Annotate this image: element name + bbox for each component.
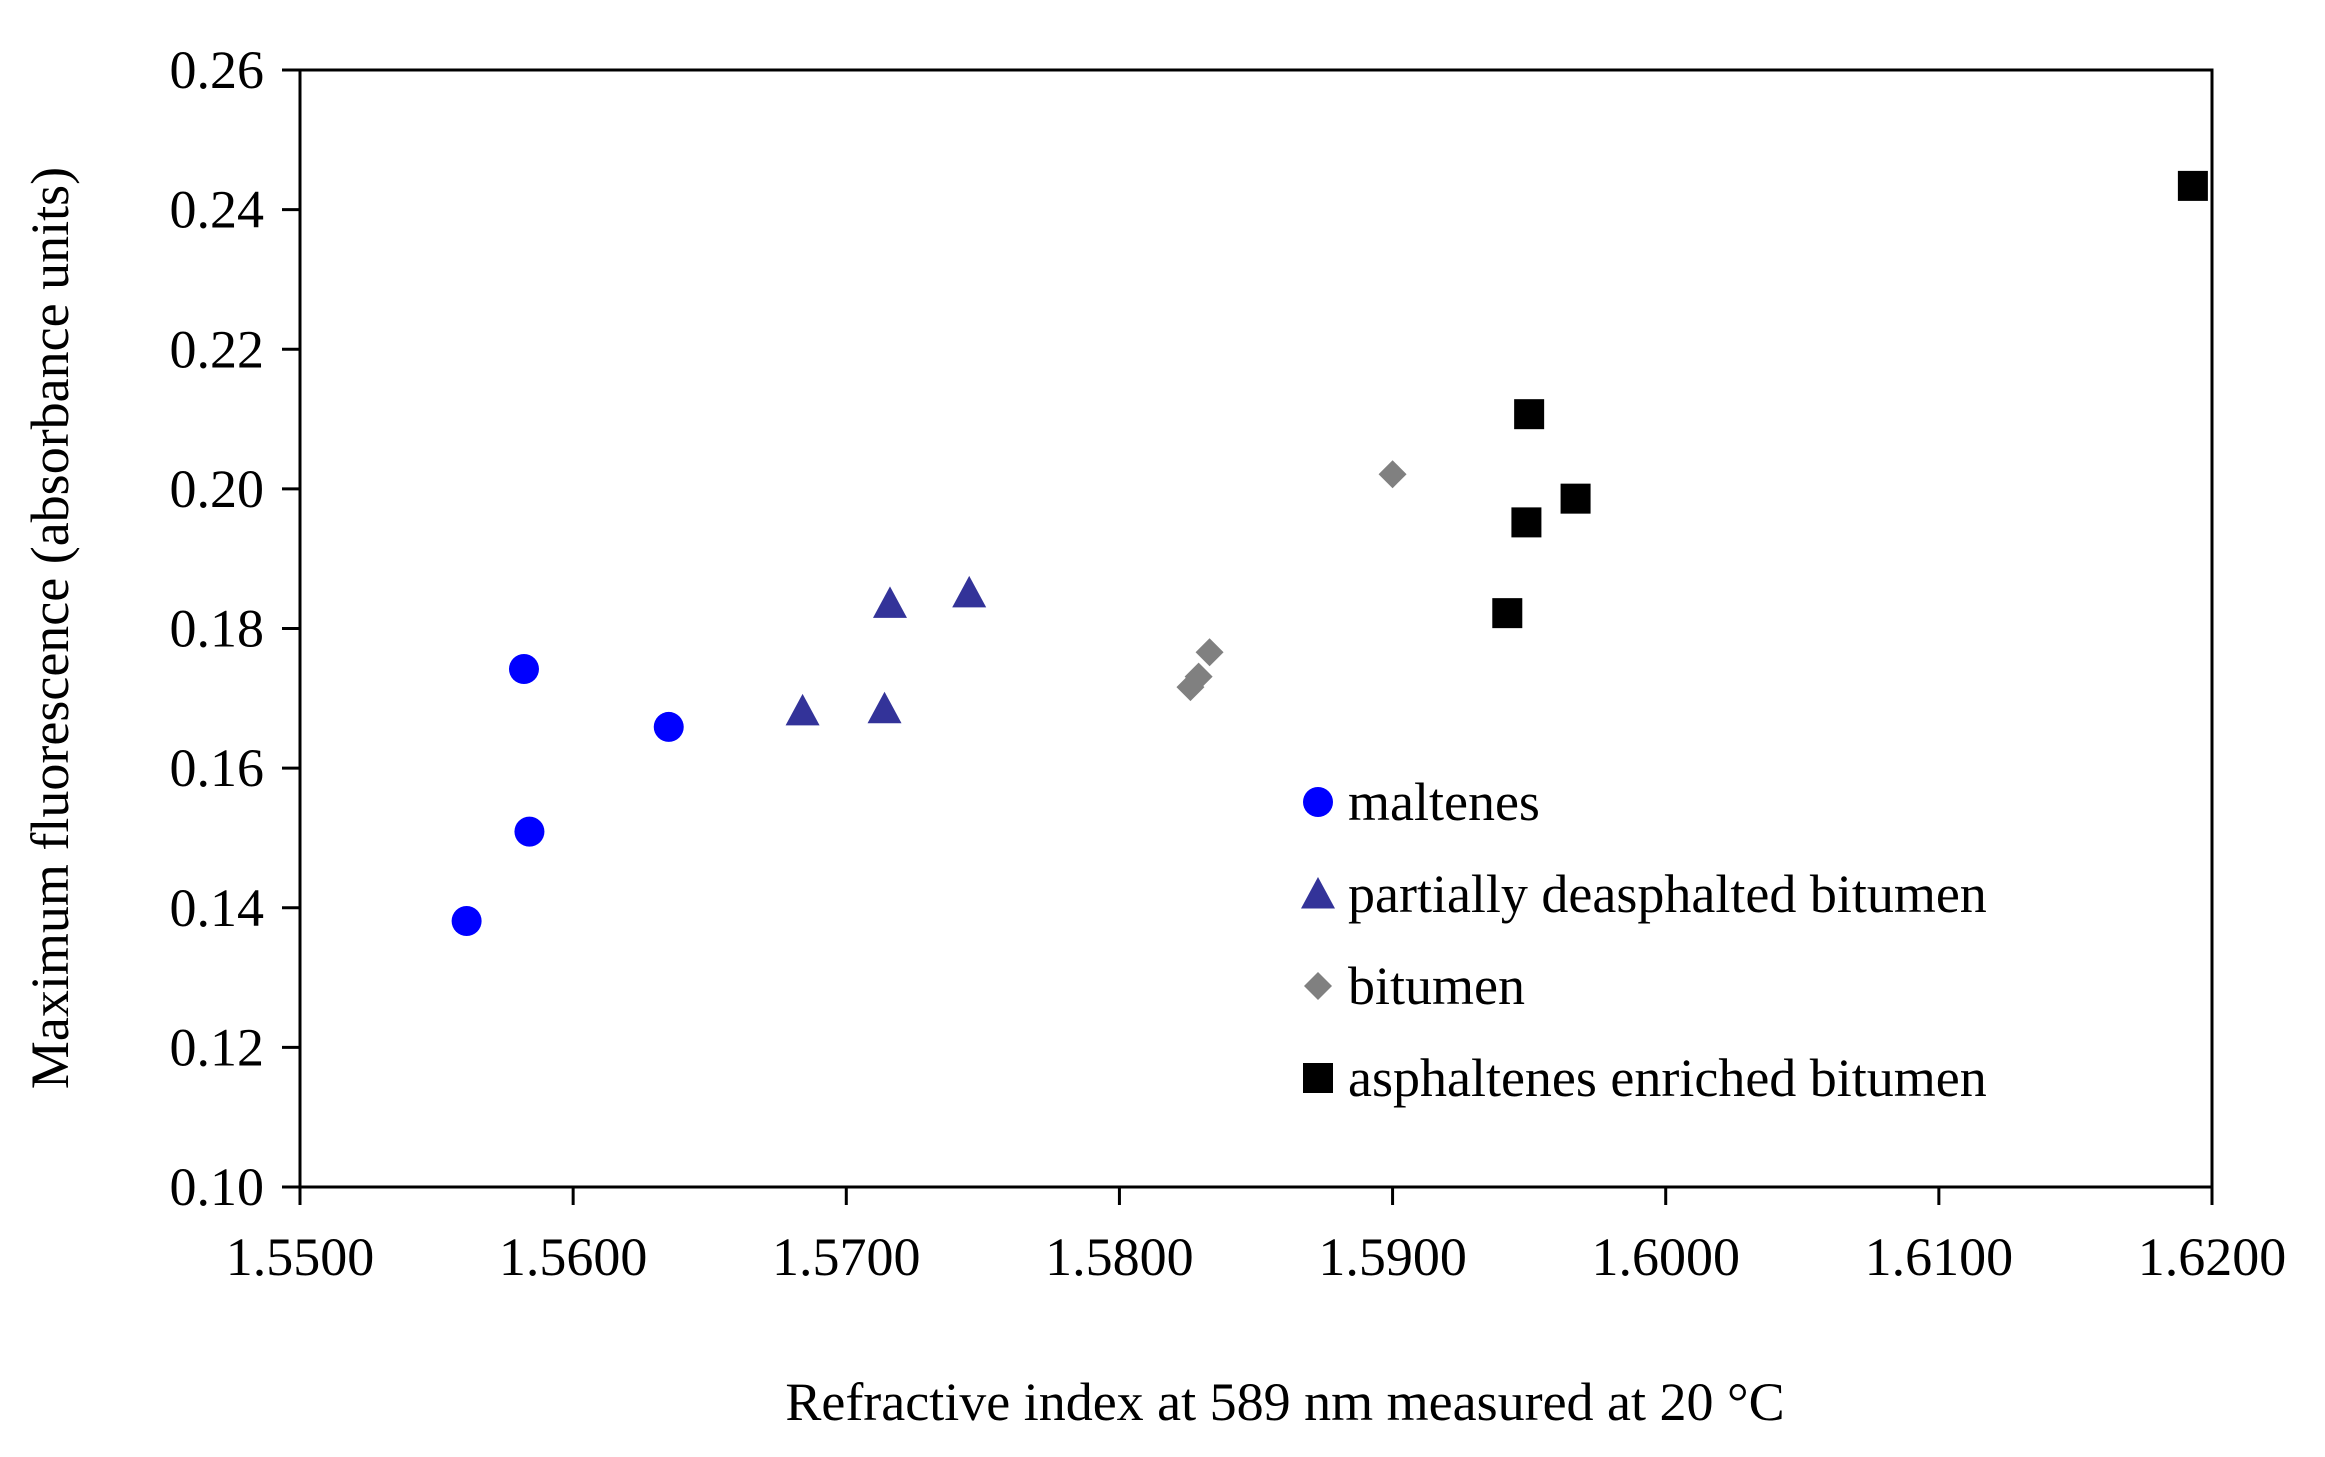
x-tick-label: 1.5600 xyxy=(499,1227,648,1287)
y-tick-label: 0.12 xyxy=(170,1017,265,1077)
bitumen-point xyxy=(1184,662,1213,691)
legend-marker-bitumen xyxy=(1304,972,1332,1000)
data-points xyxy=(451,170,2208,937)
y-tick-label: 0.16 xyxy=(170,738,265,798)
x-tick-label: 1.5700 xyxy=(772,1227,921,1287)
x-tick-label: 1.6200 xyxy=(2138,1227,2287,1287)
x-tick-label: 1.5800 xyxy=(1045,1227,1194,1287)
partially-deasphalted-bitumen-point xyxy=(872,586,907,618)
x-axis-title: Refractive index at 589 nm measured at 2… xyxy=(785,1372,1784,1432)
legend-label-maltenes: maltenes xyxy=(1348,772,1540,832)
partially-deasphalted-bitumen-point xyxy=(867,691,902,724)
maltenes-point xyxy=(514,816,545,847)
x-tick-label: 1.6000 xyxy=(1591,1227,1740,1287)
bitumen-point xyxy=(1195,638,1224,667)
asphaltenes-enriched-bitumen-point xyxy=(1511,507,1542,538)
partially-deasphalted-bitumen-point xyxy=(952,575,987,608)
y-tick-label: 0.14 xyxy=(170,878,265,938)
asphaltenes-enriched-bitumen-point xyxy=(2177,170,2208,201)
legend-label-asphaltenes-enriched-bitumen: asphaltenes enriched bitumen xyxy=(1348,1048,1987,1108)
y-tick-label: 0.26 xyxy=(170,40,265,100)
legend-marker-partially-deasphalted-bitumen xyxy=(1301,877,1335,909)
y-axis: 0.10 0.12 0.14 0.16 0.18 0.20 0.22 0.24 0.26 xyxy=(170,40,300,1217)
maltenes-point xyxy=(451,906,482,937)
partially-deasphalted-bitumen-point xyxy=(785,693,820,726)
x-axis: 1.5500 1.5600 1.5700 1.5800 1.5900 1.6000 1.61… xyxy=(226,1187,2287,1287)
plot-area xyxy=(298,68,2214,1189)
asphaltenes-enriched-bitumen-point xyxy=(1492,598,1523,629)
y-tick-label: 0.18 xyxy=(170,599,265,659)
maltenes-point xyxy=(653,711,684,742)
x-tick-label: 1.6100 xyxy=(1865,1227,2014,1287)
bitumen-point xyxy=(1378,460,1407,489)
y-axis-title: Maximum fluorescence (absorbance units) xyxy=(20,167,80,1089)
y-tick-label: 0.20 xyxy=(170,459,265,519)
asphaltenes-enriched-bitumen-point xyxy=(1514,399,1545,430)
x-tick-label: 1.5900 xyxy=(1318,1227,1467,1287)
x-tick-label: 1.5500 xyxy=(226,1227,375,1287)
y-tick-label: 0.22 xyxy=(170,319,265,379)
legend: maltenes partially deasphalted bitumen bit… xyxy=(1301,772,1987,1108)
legend-label-bitumen: bitumen xyxy=(1348,956,1525,1016)
y-tick-label: 0.24 xyxy=(170,180,265,240)
maltenes-point xyxy=(508,653,539,684)
legend-marker-asphaltenes-enriched-bitumen xyxy=(1303,1063,1333,1093)
asphaltenes-enriched-bitumen-point xyxy=(1560,483,1591,514)
legend-label-partially-deasphalted-bitumen: partially deasphalted bitumen xyxy=(1348,864,1987,924)
legend-marker-maltenes xyxy=(1303,787,1333,817)
y-tick-label: 0.10 xyxy=(170,1157,265,1217)
